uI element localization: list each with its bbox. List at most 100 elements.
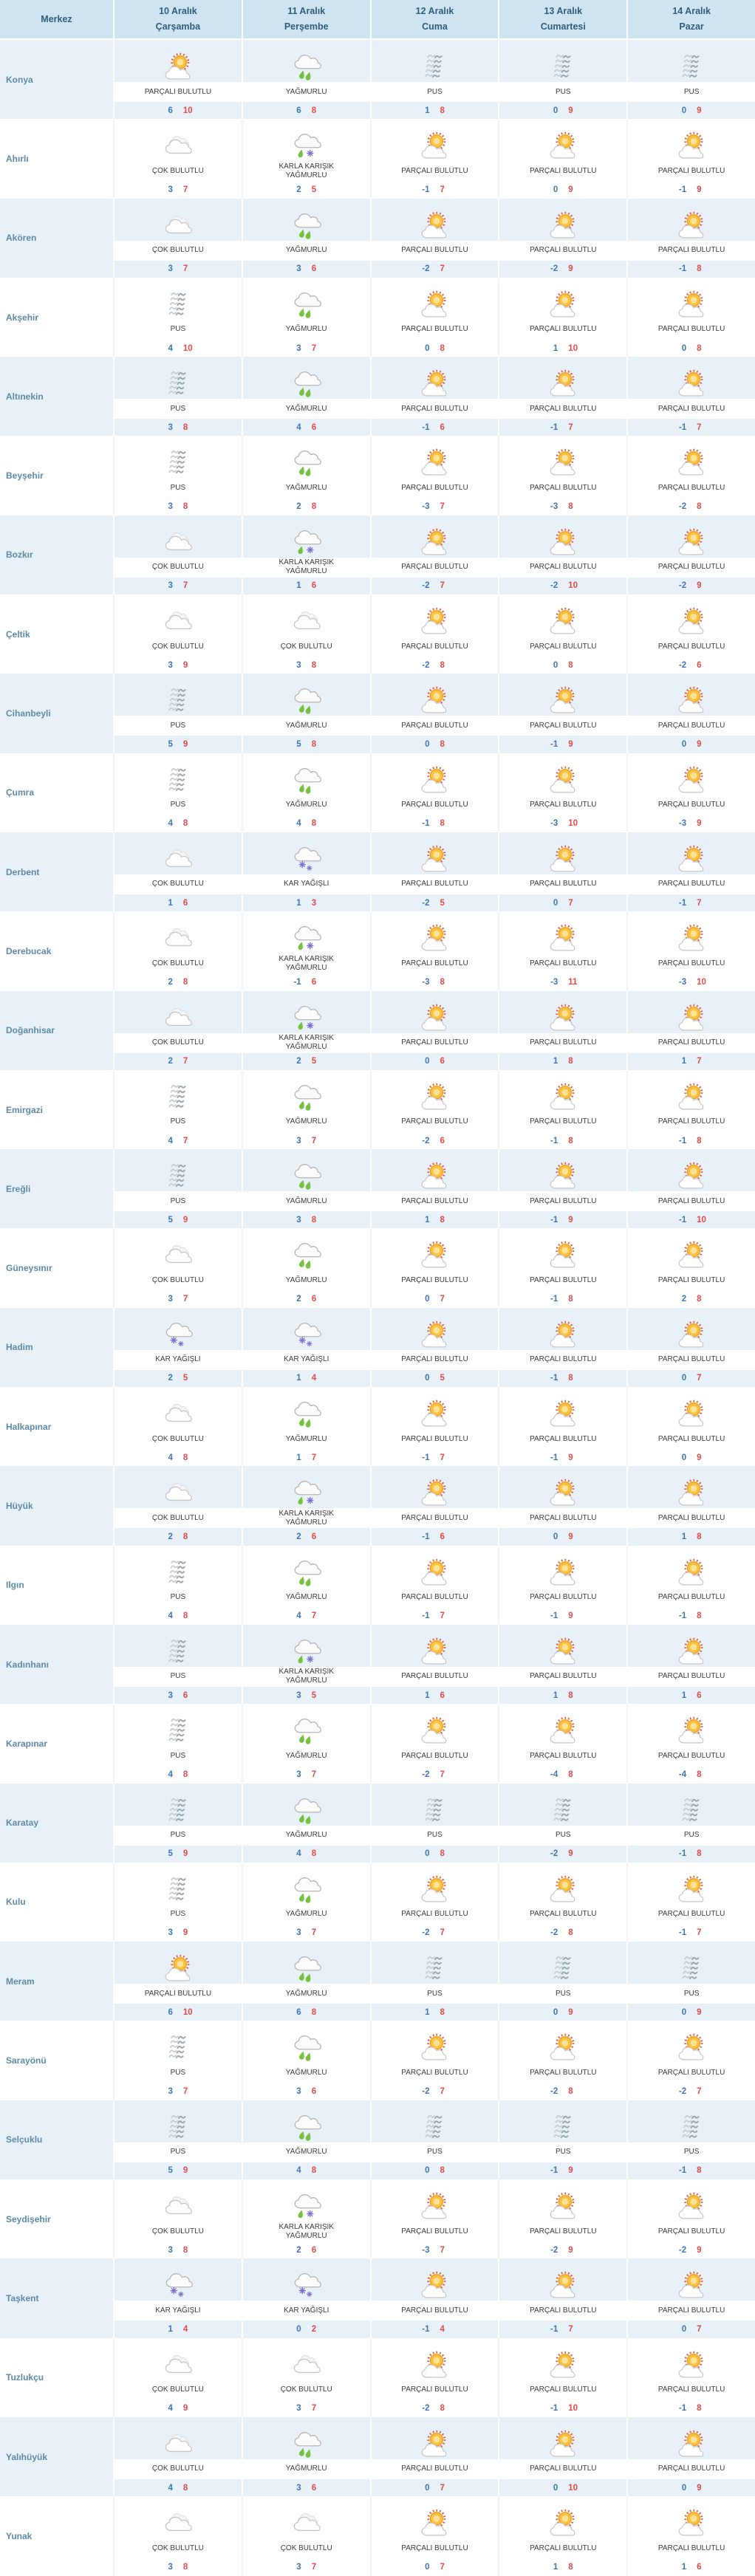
- district-name[interactable]: Çumra: [6, 787, 35, 798]
- max-temp: 7: [440, 1453, 445, 1462]
- district-name[interactable]: Kadınhanı: [6, 1659, 49, 1670]
- forecast-cell: PARÇALI BULUTLU -1 9: [498, 1387, 627, 1467]
- district-name[interactable]: Yunak: [6, 2530, 33, 2541]
- district-name[interactable]: Tuzlukçu: [6, 2372, 44, 2383]
- district-name[interactable]: Ahırlı: [6, 153, 29, 164]
- min-temp: 2: [168, 1374, 173, 1383]
- max-temp: 7: [311, 1136, 317, 1145]
- district-name[interactable]: Yalıhüyük: [6, 2451, 48, 2462]
- district-name[interactable]: Meram: [6, 1976, 35, 1987]
- condition-label: PARÇALI BULUTLU: [371, 2063, 499, 2083]
- condition-label: PUS: [628, 1825, 755, 1846]
- district-name[interactable]: Halkapınar: [6, 1421, 52, 1432]
- yagmurlu-icon: [290, 685, 324, 715]
- district-name[interactable]: Sarayönü: [6, 2055, 47, 2066]
- max-temp: 8: [568, 1374, 573, 1383]
- district-name[interactable]: Güneysınır: [6, 1263, 52, 1274]
- cok-bulutlu-icon: [161, 2508, 195, 2538]
- max-temp: 8: [311, 502, 317, 512]
- forecast-cell: PARÇALI BULUTLU -2 8: [498, 1862, 627, 1942]
- min-temp: -3: [422, 977, 430, 987]
- district-name[interactable]: Bozkır: [6, 549, 33, 561]
- condition-label: PUS: [115, 1825, 242, 1846]
- district-name[interactable]: Kulu: [6, 1897, 26, 1908]
- icon-band: [628, 436, 755, 478]
- min-temp: 3: [296, 1215, 301, 1224]
- temperature-band: -1 7: [372, 1608, 499, 1625]
- icon-band: [628, 1466, 755, 1508]
- max-temp: 7: [440, 581, 445, 591]
- district-name[interactable]: Ilgın: [6, 1580, 24, 1591]
- karla-karisik-yagmurlu-icon: [290, 923, 324, 953]
- forecast-cell: PARÇALI BULUTLU 6 10: [113, 1942, 242, 2021]
- max-temp: 7: [182, 581, 188, 591]
- max-temp: 8: [568, 1136, 573, 1145]
- max-temp: 9: [697, 2007, 702, 2017]
- max-temp: 5: [440, 1374, 445, 1383]
- district-name[interactable]: Hüyük: [6, 1500, 33, 1511]
- forecast-cell: PARÇALI BULUTLU -1 7: [498, 357, 627, 436]
- icon-band: [628, 1863, 755, 1905]
- min-temp: 3: [296, 264, 301, 274]
- parcali-bulutlu-icon: [546, 1399, 580, 1428]
- min-temp: 0: [425, 1374, 430, 1383]
- district-name[interactable]: Derebucak: [6, 945, 52, 956]
- pus-icon: [161, 290, 195, 319]
- district-name[interactable]: Doğanhisar: [6, 1025, 55, 1036]
- icon-band: [499, 1625, 626, 1667]
- max-temp: 7: [697, 1057, 702, 1066]
- icon-band: [115, 1704, 242, 1746]
- icon-band: [372, 357, 499, 399]
- district-name[interactable]: Cihanbeyli: [6, 708, 51, 719]
- district-name[interactable]: Hadim: [6, 1342, 33, 1353]
- parcali-bulutlu-icon: [546, 1320, 580, 1349]
- forecast-cell: PARÇALI BULUTLU -1 7: [498, 2258, 627, 2338]
- forecast-cell: PARÇALI BULUTLU -1 9: [498, 1545, 627, 1625]
- district-name[interactable]: Taşkent: [6, 2292, 39, 2303]
- district-name[interactable]: Beyşehir: [6, 470, 44, 482]
- district-name[interactable]: Altınekin: [6, 391, 44, 402]
- district-name[interactable]: Akşehir: [6, 312, 39, 323]
- district-name[interactable]: Emirgazi: [6, 1104, 44, 1115]
- icon-band: [372, 832, 499, 874]
- min-temp: -1: [678, 2404, 687, 2414]
- parcali-bulutlu-icon: [161, 52, 195, 81]
- district-name[interactable]: Selçuklu: [6, 2134, 43, 2145]
- district-name[interactable]: Konya: [6, 74, 33, 85]
- district-name[interactable]: Ereğli: [6, 1183, 31, 1194]
- min-temp: -1: [422, 1532, 430, 1541]
- district-name[interactable]: Akören: [6, 233, 37, 244]
- temperature-band: -2 10: [499, 578, 626, 595]
- district-name[interactable]: Karapınar: [6, 1738, 48, 1749]
- karla-karisik-yagmurlu-icon: [290, 1003, 324, 1032]
- district-name[interactable]: Karatay: [6, 1818, 39, 1829]
- min-temp: -2: [550, 2087, 558, 2097]
- pus-icon: [417, 52, 451, 81]
- district-name[interactable]: Seydişehir: [6, 2213, 51, 2224]
- temperature-band: -1 6: [372, 419, 499, 436]
- district-name[interactable]: Derbent: [6, 866, 40, 877]
- min-temp: -1: [678, 1849, 687, 1859]
- forecast-cell: PARÇALI BULUTLU -3 7: [369, 2179, 499, 2259]
- district-name[interactable]: Çeltik: [6, 628, 30, 640]
- forecast-cell: PARÇALI BULUTLU 0 10: [498, 2416, 627, 2497]
- icon-band: [628, 199, 755, 241]
- icon-band: [243, 1546, 370, 1588]
